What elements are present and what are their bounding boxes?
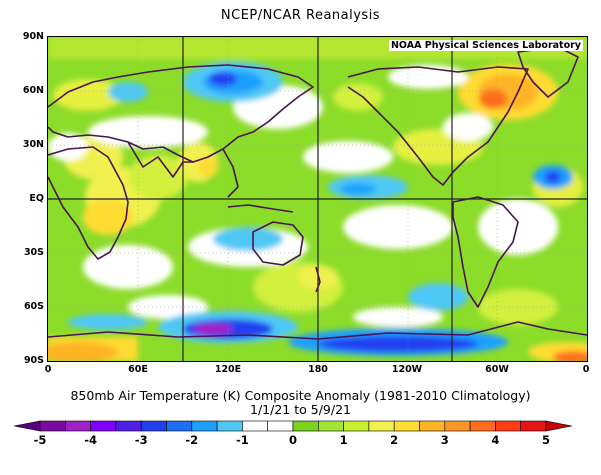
colorbar-swatch <box>65 420 91 432</box>
colorbar-swatch <box>115 420 142 432</box>
caption-dates: 1/1/21 to 5/9/21 <box>250 402 351 417</box>
lon-label-60w: 60W <box>485 364 509 375</box>
colorbar-swatch <box>216 420 243 432</box>
colorbar-swatch <box>393 420 420 432</box>
colorbar-tick-label: 2 <box>390 433 399 447</box>
anomaly-field <box>48 37 587 361</box>
lat-label-60n: 60N <box>22 85 44 96</box>
lon-label-0-east: 0 <box>582 364 590 375</box>
lat-label-90s: 90S <box>23 355 44 366</box>
colorbar-tick-label: 3 <box>440 433 449 447</box>
anomaly-map: NOAA Physical Sciences Laboratory <box>48 37 587 361</box>
lon-label-180: 180 <box>308 364 328 375</box>
colorbar-swatch <box>444 420 471 432</box>
colorbar <box>0 418 601 437</box>
colorbar-min-arrow <box>13 420 41 432</box>
lat-label-90n: 90N <box>22 31 44 42</box>
lon-label-120w: 120W <box>391 364 423 375</box>
colorbar-tick-label: 0 <box>288 433 298 447</box>
credit-label: NOAA Physical Sciences Laboratory <box>388 40 583 51</box>
colorbar-swatch <box>267 420 294 432</box>
lon-label-0: 0 <box>44 364 52 375</box>
lat-label-60s: 60S <box>23 301 44 312</box>
colorbar-max-arrow <box>545 420 573 432</box>
colorbar-tick-label: -4 <box>84 433 97 447</box>
colorbar-swatch <box>39 420 66 432</box>
colorbar-swatch <box>368 420 395 432</box>
colorbar-tick-label: 5 <box>541 433 551 447</box>
colorbar-swatch <box>520 420 547 432</box>
colorbar-tick-label: -1 <box>236 433 249 447</box>
caption-title: 850mb Air Temperature (K) Composite Anom… <box>70 388 531 403</box>
coastlines <box>48 46 587 340</box>
lat-label-eq: EQ <box>29 193 44 204</box>
map-frame <box>47 36 588 362</box>
lat-label-30s: 30S <box>23 247 44 258</box>
colorbar-swatch <box>292 420 319 432</box>
page-title: NCEP/NCAR Reanalysis <box>220 8 381 23</box>
colorbar-swatch <box>317 420 344 432</box>
colorbar-swatch <box>166 420 193 432</box>
colorbar-tick-label: -3 <box>134 433 148 447</box>
emphasized-grid <box>48 37 587 361</box>
colorbar-tick-label: -2 <box>185 433 199 447</box>
colorbar-swatches <box>13 420 573 432</box>
colorbar-swatch <box>343 420 370 432</box>
colorbar-swatch <box>140 420 167 432</box>
colorbar-tick-label: -5 <box>33 433 47 447</box>
colorbar-swatch <box>90 420 117 432</box>
colorbar-swatch <box>242 420 268 432</box>
lon-label-120e: 120E <box>214 364 242 375</box>
colorbar-swatch <box>495 420 521 432</box>
colorbar-swatch <box>469 420 496 432</box>
colorbar-swatch <box>191 420 218 432</box>
colorbar-tick-label: 1 <box>339 433 348 447</box>
colorbar-tick-label: 4 <box>491 433 500 447</box>
colorbar-swatch <box>419 420 446 432</box>
lat-label-30n: 30N <box>22 139 44 150</box>
lon-label-60e: 60E <box>128 364 148 375</box>
